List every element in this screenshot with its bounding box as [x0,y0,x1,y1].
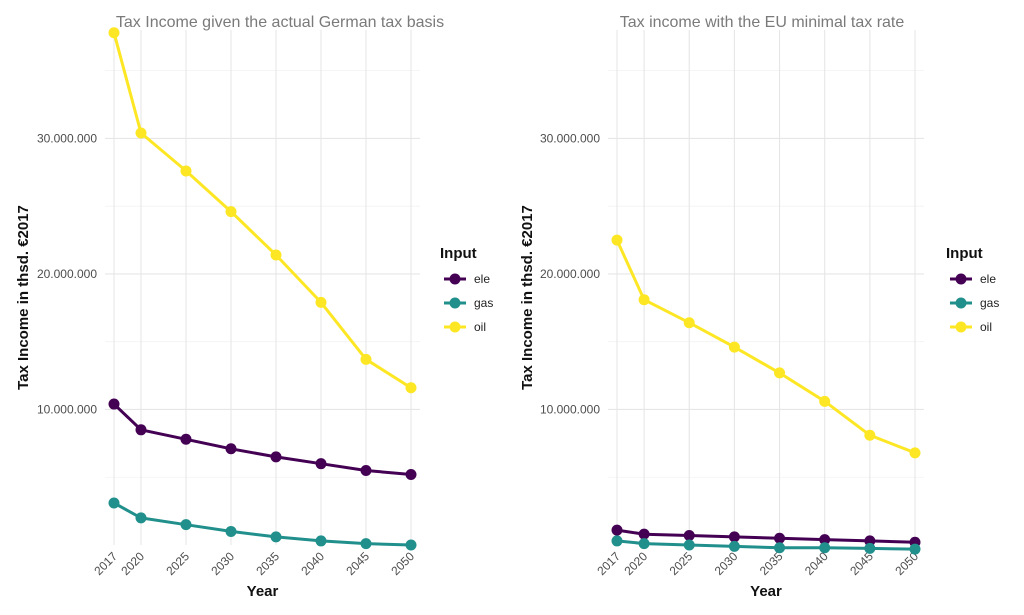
legend-label-oil: oil [980,320,992,334]
data-point-gas [909,543,921,555]
x-tick-label: 2040 [802,549,831,578]
y-tick-label: 30.000.000 [540,131,600,145]
data-point-gas [180,519,192,531]
series-line-oil [112,32,412,390]
x-tick-label: 2045 [343,549,372,578]
x-tick-label: 2025 [667,549,696,578]
data-point-gas [270,531,282,543]
series-line-gas [113,501,412,547]
legend-title: Input [946,245,983,262]
data-point-gas [108,497,120,509]
chart-panel-2: Tax income with the EU minimal tax rate 1… [519,14,999,600]
y-tick-label: 20.000.000 [540,267,600,281]
data-point-oil [728,341,740,353]
data-point-oil [638,294,650,306]
data-point-oil [180,165,192,177]
data-point-oil [225,206,237,218]
legend-key-point-ele [449,273,461,285]
data-point-ele [774,532,786,544]
data-point-oil [360,353,372,365]
y-tick-label: 10.000.000 [540,402,600,416]
data-point-gas [728,540,740,552]
x-tick-label: 2020 [621,549,650,578]
data-point-ele [611,524,623,536]
data-point-ele [135,424,147,436]
legend-label-ele: ele [474,272,490,286]
data-point-gas [225,525,237,537]
x-tick-label: 2030 [712,549,741,578]
y-tick-label: 30.000.000 [37,131,97,145]
data-point-ele [315,458,327,470]
data-point-ele [225,443,237,455]
legend: Input ele gas oil [946,245,999,334]
data-point-gas [774,542,786,554]
data-point-oil [405,382,417,394]
data-point-oil [108,27,120,39]
data-point-ele [180,433,192,445]
legend-key-point-oil [449,321,461,333]
data-point-ele [728,531,740,543]
data-point-gas [864,542,876,554]
y-tick-label: 20.000.000 [37,267,97,281]
x-tick-label: 2017 [91,549,120,578]
legend-label-gas: gas [980,296,999,310]
y-axis-title: Tax Income in thsd. €2017 [15,205,32,390]
legend-title: Input [440,245,477,262]
data-point-oil [774,367,786,379]
legend-label-oil: oil [474,320,486,334]
legend-key-point-oil [955,321,967,333]
data-point-ele [405,469,417,481]
data-point-oil [819,395,831,407]
data-point-gas [819,542,831,554]
data-point-gas [315,535,327,547]
chart-title: Tax income with the EU minimal tax rate [620,14,905,31]
data-point-gas [405,539,417,551]
data-point-oil [611,234,623,246]
y-tick-label: 10.000.000 [37,402,97,416]
legend-key-point-ele [955,273,967,285]
legend-key-point-gas [449,297,461,309]
x-axis-title: Year [750,583,782,600]
data-point-oil [315,296,327,308]
x-tick-label: 2035 [757,549,786,578]
data-point-oil [909,447,921,459]
y-axis-title: Tax Income in thsd. €2017 [519,205,536,390]
data-point-gas [360,538,372,550]
x-tick-label: 2035 [253,549,282,578]
chart-title: Tax Income given the actual German tax b… [116,14,444,31]
x-tick-label: 2020 [118,549,147,578]
legend-label-gas: gas [474,296,493,310]
data-point-oil [683,317,695,329]
x-tick-label: 2040 [298,549,327,578]
series-line-gas [616,539,916,551]
legend-label-ele: ele [980,272,996,286]
x-axis-title: Year [247,583,279,600]
data-point-gas [638,538,650,550]
x-tick-label: 2050 [388,549,417,578]
series-line-ele [616,528,916,544]
chart-panel-1: Tax Income given the actual German tax b… [15,14,493,600]
x-tick-label: 2025 [163,549,192,578]
data-point-oil [270,249,282,261]
data-point-ele [108,398,120,410]
data-point-oil [135,127,147,139]
data-point-ele [683,530,695,542]
legend: Input ele gas oil [440,245,493,334]
data-point-gas [135,512,147,524]
data-point-ele [819,534,831,546]
x-tick-label: 2030 [208,549,237,578]
data-point-ele [270,451,282,463]
data-point-oil [864,429,876,441]
series-line-oil [615,239,916,455]
data-point-ele [360,464,372,476]
x-tick-label: 2017 [594,549,623,578]
data-point-ele [638,528,650,540]
data-point-gas [611,535,623,547]
legend-key-point-gas [955,297,967,309]
series-line-ele [112,403,412,476]
data-point-gas [683,539,695,551]
